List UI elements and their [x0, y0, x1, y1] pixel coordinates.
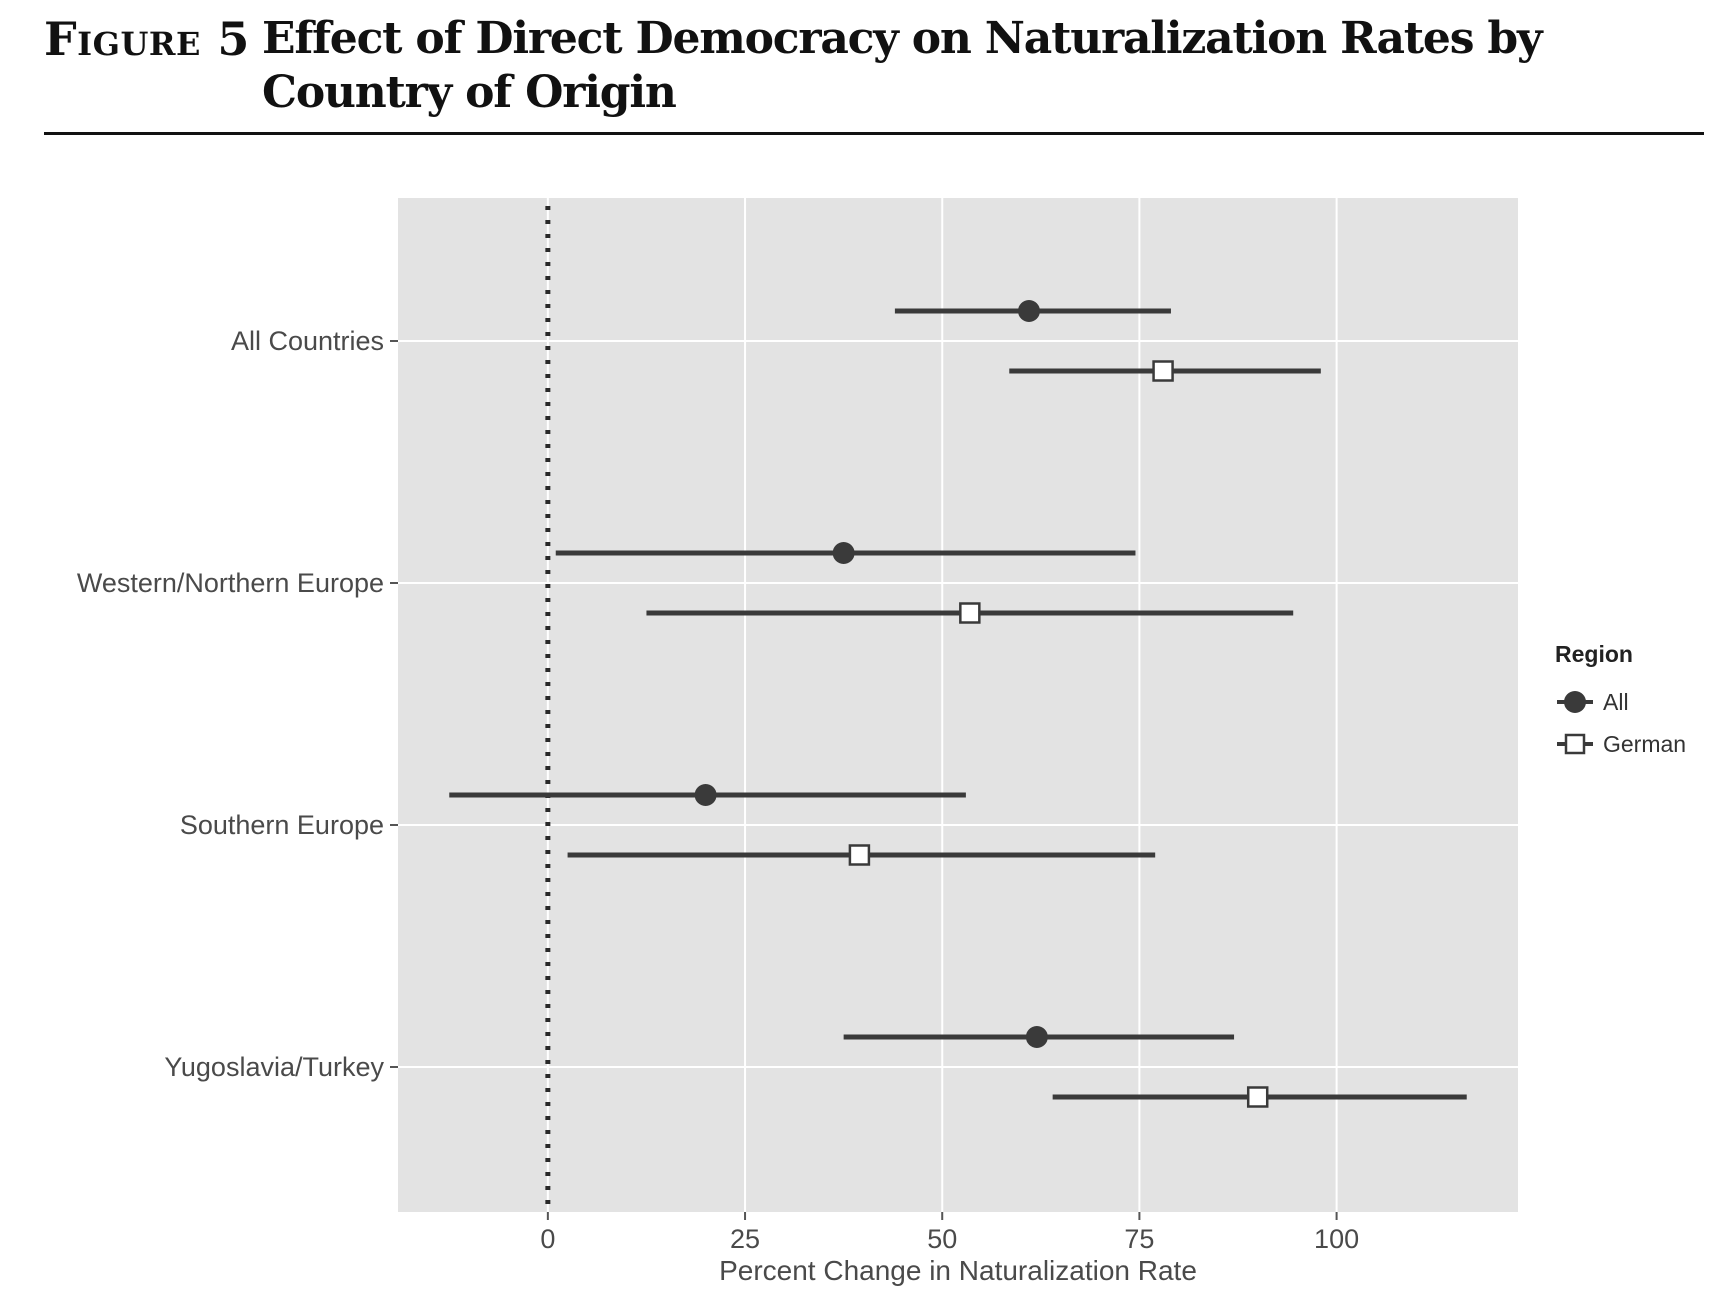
- x-tick-label: 50: [927, 1224, 957, 1254]
- point-estimate-square: [1246, 1086, 1269, 1108]
- y-tick-label: All Countries: [231, 326, 384, 356]
- point-estimate-square: [1152, 360, 1174, 382]
- point-estimate-circle: [1017, 300, 1040, 322]
- x-axis-title: Percent Change in Naturalization Rate: [719, 1255, 1197, 1286]
- grid-lines: [398, 198, 1518, 1212]
- point-estimate-circle: [694, 784, 717, 806]
- legend-title: Region: [1555, 641, 1633, 667]
- title-rule: [44, 132, 1704, 135]
- y-tick-label: Yugoslavia/Turkey: [164, 1052, 384, 1082]
- legend-label: German: [1603, 731, 1686, 757]
- point-estimate-circle: [1025, 1026, 1048, 1048]
- series-all: [449, 300, 1235, 1048]
- figure-label: Figure 5: [44, 12, 250, 66]
- x-tick-label: 25: [730, 1224, 760, 1254]
- point-estimate-circle: [832, 542, 855, 564]
- y-tick-label: Southern Europe: [180, 810, 384, 840]
- figure-header: Figure 5 Effect of Direct Democracy on N…: [44, 10, 1704, 130]
- y-axis: All Countries Western/Northern Europe Sout…: [77, 326, 398, 1082]
- figure-title: Effect of Direct Democracy on Naturaliza…: [262, 13, 1543, 118]
- y-tick-label: Western/Northern Europe: [77, 568, 384, 598]
- x-tick-label: 0: [540, 1224, 555, 1254]
- series-german: [567, 360, 1467, 1108]
- x-axis: 0 25 50 75 100 Percent Change in Naturalizati…: [540, 1212, 1359, 1286]
- x-tick-label: 75: [1124, 1224, 1154, 1254]
- legend: Region All German: [1555, 641, 1686, 757]
- x-tick-label: 100: [1314, 1224, 1359, 1254]
- legend-key-square: [1564, 733, 1586, 755]
- plot-panel: [398, 198, 1518, 1212]
- point-estimate-square: [848, 844, 871, 866]
- legend-key-circle: [1564, 691, 1586, 713]
- legend-label: All: [1603, 689, 1629, 715]
- point-estimate-square: [959, 602, 981, 624]
